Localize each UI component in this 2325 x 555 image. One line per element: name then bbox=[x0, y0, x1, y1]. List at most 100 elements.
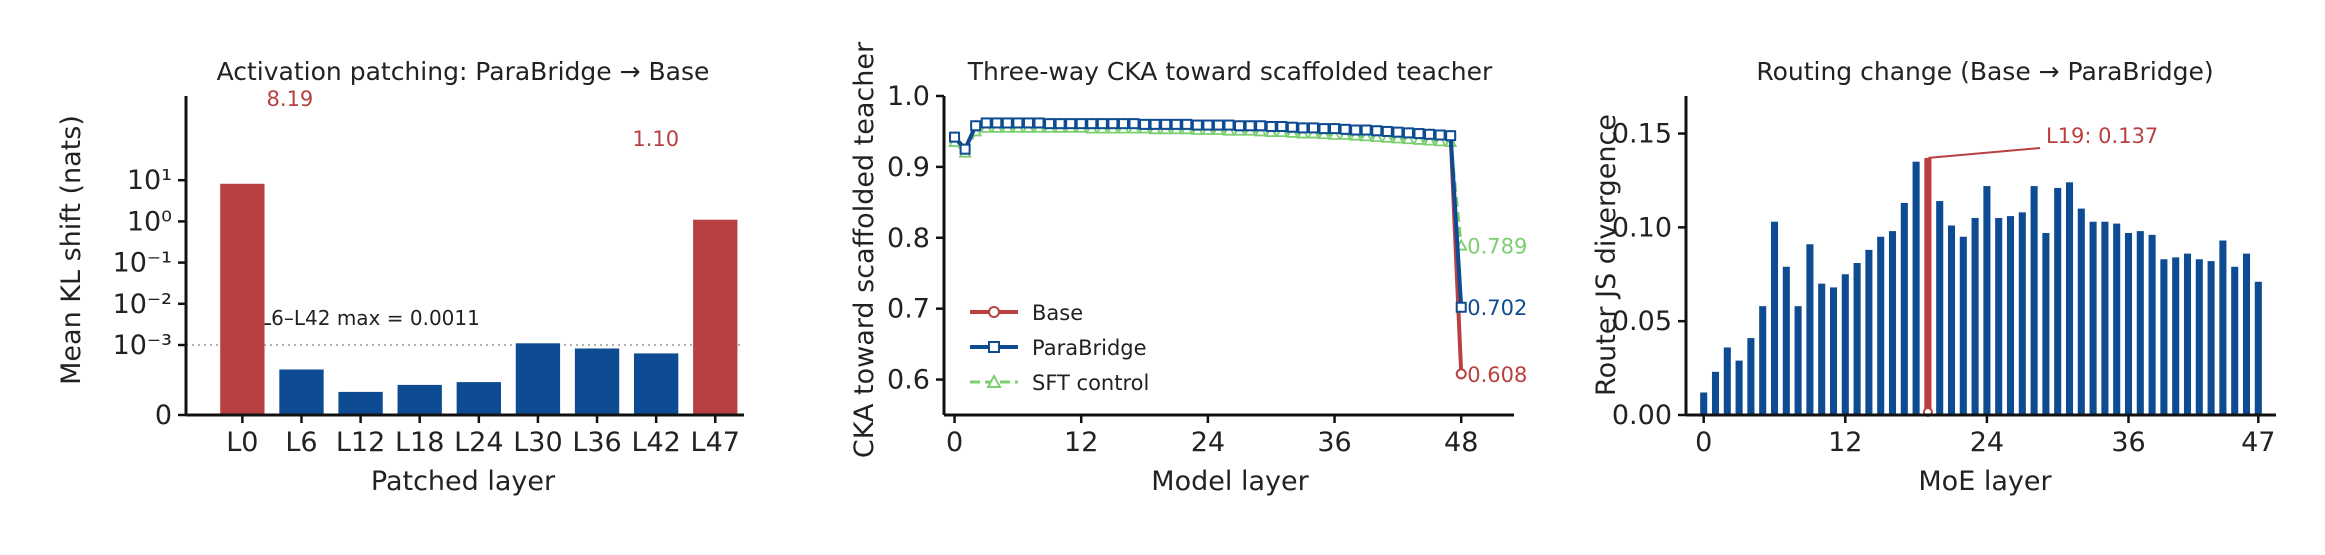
bar-layer-19 bbox=[1924, 157, 1932, 415]
bar-layer-25 bbox=[1995, 217, 2003, 415]
value-label-l0: 8.19 bbox=[267, 87, 314, 111]
series-line-sft-control bbox=[953, 126, 1463, 246]
point-parabridge-38 bbox=[1350, 124, 1362, 136]
end-label-parabridge: 0.702 bbox=[1467, 296, 1527, 320]
point-parabridge-29 bbox=[1255, 120, 1267, 132]
point-sft-control-44 bbox=[1412, 133, 1426, 145]
bar-layer-5 bbox=[1759, 306, 1767, 415]
legend-label-base: Base bbox=[1032, 301, 1083, 325]
point-parabridge-11 bbox=[1065, 118, 1077, 130]
chart2-xticks: 0 12 24 36 48 bbox=[946, 415, 1478, 458]
bar-layer-37 bbox=[2136, 231, 2144, 415]
ytick-label-1: 10⁻³ bbox=[113, 330, 172, 361]
xtick-label-l42: L42 bbox=[631, 427, 680, 458]
ytick-label-1: 0.05 bbox=[1612, 306, 1672, 337]
legend-label-parabridge: ParaBridge bbox=[1032, 336, 1147, 360]
xtick-label-l6: L6 bbox=[285, 427, 317, 458]
chart1-reference-group: L6–L42 max = 0.0011 bbox=[186, 306, 744, 346]
chart2-title: Three-way CKA toward scaffolded teacher bbox=[967, 57, 1493, 86]
xtick-label-36: 36 bbox=[1317, 427, 1351, 458]
point-parabridge-31 bbox=[1276, 120, 1288, 132]
point-parabridge-0 bbox=[949, 131, 961, 143]
chart1-xlabel: Patched layer bbox=[371, 466, 556, 497]
bar-layer-3 bbox=[1735, 360, 1743, 415]
panel-routing: Routing change (Base → ParaBridge) Route… bbox=[1591, 57, 2276, 497]
ytick-label-0.8: 0.8 bbox=[887, 223, 930, 254]
xtick-label-0: 0 bbox=[1695, 427, 1712, 458]
point-parabridge-39 bbox=[1360, 124, 1372, 136]
bar-layer-33 bbox=[2089, 221, 2097, 415]
bar-layer-10 bbox=[1818, 283, 1826, 415]
bar-layer-11 bbox=[1829, 287, 1838, 415]
xtick-label-l24: L24 bbox=[454, 427, 503, 458]
xtick-label-47: 47 bbox=[2241, 427, 2275, 458]
xtick-label-48: 48 bbox=[1444, 427, 1478, 458]
ytick-label-0.6: 0.6 bbox=[887, 365, 930, 396]
chart3-annotation-line bbox=[1928, 147, 2041, 159]
bar-layer-46 bbox=[2242, 253, 2251, 415]
bar-layer-44 bbox=[2219, 240, 2227, 415]
point-parabridge-21 bbox=[1170, 118, 1182, 130]
bar-layer-18 bbox=[1912, 161, 1920, 415]
bar-layer-27 bbox=[2018, 212, 2026, 415]
bar-layer-40 bbox=[2172, 257, 2180, 415]
bar-l0 bbox=[220, 183, 265, 415]
point-sft-control-36 bbox=[1328, 128, 1342, 140]
ytick-label-2: 0.10 bbox=[1612, 212, 1672, 243]
ytick-label-5: 10¹ bbox=[127, 165, 172, 196]
bar-layer-34 bbox=[2101, 221, 2109, 415]
point-parabridge-44 bbox=[1413, 128, 1425, 140]
chart3-yticks: 0.00 0.05 0.10 0.15 bbox=[1612, 119, 1686, 431]
bar-layer-8 bbox=[1794, 306, 1802, 415]
point-parabridge-28 bbox=[1244, 120, 1256, 132]
chart1-ylabel: Mean KL shift (nats) bbox=[56, 115, 87, 385]
point-sft-control-43 bbox=[1401, 132, 1415, 145]
end-label-sft-control: 0.789 bbox=[1467, 235, 1527, 259]
ytick-label-4: 10⁰ bbox=[127, 206, 172, 237]
bar-layer-23 bbox=[1971, 217, 1979, 415]
point-parabridge-43 bbox=[1402, 127, 1414, 139]
bar-l30 bbox=[515, 343, 561, 415]
ytick-label-0.7: 0.7 bbox=[887, 294, 930, 325]
chart2-xlabel: Model layer bbox=[1151, 466, 1309, 497]
bar-layer-14 bbox=[1865, 249, 1873, 415]
ytick-label-0.9: 0.9 bbox=[887, 152, 930, 183]
panel-activation-patching: Activation patching: ParaBridge → Base M… bbox=[56, 57, 744, 497]
point-parabridge-14 bbox=[1096, 118, 1108, 130]
chart2-ylabel: CKA toward scaffolded teacher bbox=[849, 41, 880, 458]
chart2-yticks: 0.6 0.7 0.8 0.9 1.0 bbox=[887, 81, 944, 396]
point-parabridge-27 bbox=[1234, 120, 1246, 132]
xtick-label-36: 36 bbox=[2111, 427, 2145, 458]
bar-layer-7 bbox=[1782, 266, 1790, 415]
chart3-annotation-label: L19: 0.137 bbox=[2046, 124, 2158, 148]
point-parabridge-18 bbox=[1139, 118, 1151, 130]
point-parabridge-46 bbox=[1434, 129, 1446, 141]
chart1-xticks: L0 L6 L12 L18 L24 L30 L36 L42 L47 bbox=[226, 415, 740, 458]
bar-l47 bbox=[693, 219, 738, 415]
point-parabridge-1 bbox=[959, 143, 971, 155]
point-parabridge-45 bbox=[1424, 128, 1436, 140]
point-parabridge-16 bbox=[1117, 118, 1129, 130]
point-parabridge-24 bbox=[1202, 119, 1214, 131]
point-sft-control-41 bbox=[1380, 130, 1394, 143]
bar-layer-32 bbox=[2077, 208, 2085, 415]
bar-layer-30 bbox=[2054, 187, 2062, 415]
point-sft-control-40 bbox=[1370, 130, 1384, 143]
chart3-annotation-group: L19: 0.137 bbox=[1928, 124, 2158, 159]
chart1-reference-label: L6–L42 max = 0.0011 bbox=[260, 306, 480, 330]
point-parabridge-9 bbox=[1044, 118, 1056, 130]
bar-layer-13 bbox=[1853, 263, 1861, 415]
point-parabridge-40 bbox=[1371, 125, 1383, 137]
point-parabridge-34 bbox=[1307, 122, 1319, 134]
xtick-label-24: 24 bbox=[1191, 427, 1225, 458]
series-line-base bbox=[953, 120, 1464, 374]
bar-layer-12 bbox=[1841, 274, 1849, 415]
point-parabridge-4 bbox=[991, 117, 1003, 129]
point-parabridge-17 bbox=[1128, 118, 1140, 130]
bar-layer-31 bbox=[2065, 182, 2074, 415]
bar-layer-22 bbox=[1959, 236, 1967, 415]
point-parabridge-6 bbox=[1012, 117, 1024, 129]
xtick-label-l12: L12 bbox=[336, 427, 385, 458]
xtick-label-l36: L36 bbox=[572, 427, 621, 458]
ytick-label-0: 0.00 bbox=[1612, 400, 1672, 431]
